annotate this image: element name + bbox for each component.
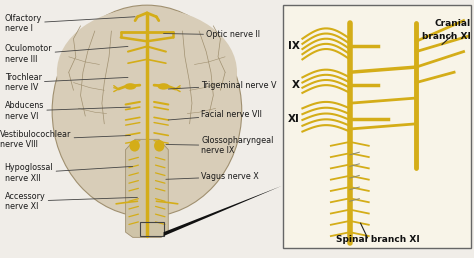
Ellipse shape xyxy=(57,8,237,137)
Text: branch XI: branch XI xyxy=(422,32,471,41)
Text: Abducens
nerve VI: Abducens nerve VI xyxy=(5,101,130,121)
Text: Vagus nerve X: Vagus nerve X xyxy=(166,172,259,181)
Text: Accessory
nerve XI: Accessory nerve XI xyxy=(5,191,137,211)
Text: Vestibulocochlear
nerve VIII: Vestibulocochlear nerve VIII xyxy=(0,130,130,149)
Text: Hypoglossal
nerve XII: Hypoglossal nerve XII xyxy=(5,163,133,183)
Ellipse shape xyxy=(154,140,164,151)
Ellipse shape xyxy=(124,83,137,90)
Text: Facial nerve VII: Facial nerve VII xyxy=(168,110,262,120)
Text: XI: XI xyxy=(288,114,300,124)
FancyBboxPatch shape xyxy=(283,5,471,248)
Polygon shape xyxy=(126,139,168,237)
Text: Glossopharyngeal
nerve IX: Glossopharyngeal nerve IX xyxy=(166,136,274,156)
Polygon shape xyxy=(164,186,282,236)
Text: Olfactory
nerve I: Olfactory nerve I xyxy=(5,13,135,33)
Ellipse shape xyxy=(52,5,242,217)
Text: Spinal branch XI: Spinal branch XI xyxy=(337,235,420,244)
Text: Trochlear
nerve IV: Trochlear nerve IV xyxy=(5,73,128,92)
Text: Trigeminal nerve V: Trigeminal nerve V xyxy=(168,81,277,90)
Text: Oculomotor
nerve III: Oculomotor nerve III xyxy=(5,44,128,64)
Text: IX: IX xyxy=(288,42,300,51)
Text: Cranial: Cranial xyxy=(435,19,471,28)
Text: X: X xyxy=(292,80,300,90)
Ellipse shape xyxy=(129,140,140,151)
Text: Optic nerve II: Optic nerve II xyxy=(164,30,260,39)
Ellipse shape xyxy=(157,83,170,90)
